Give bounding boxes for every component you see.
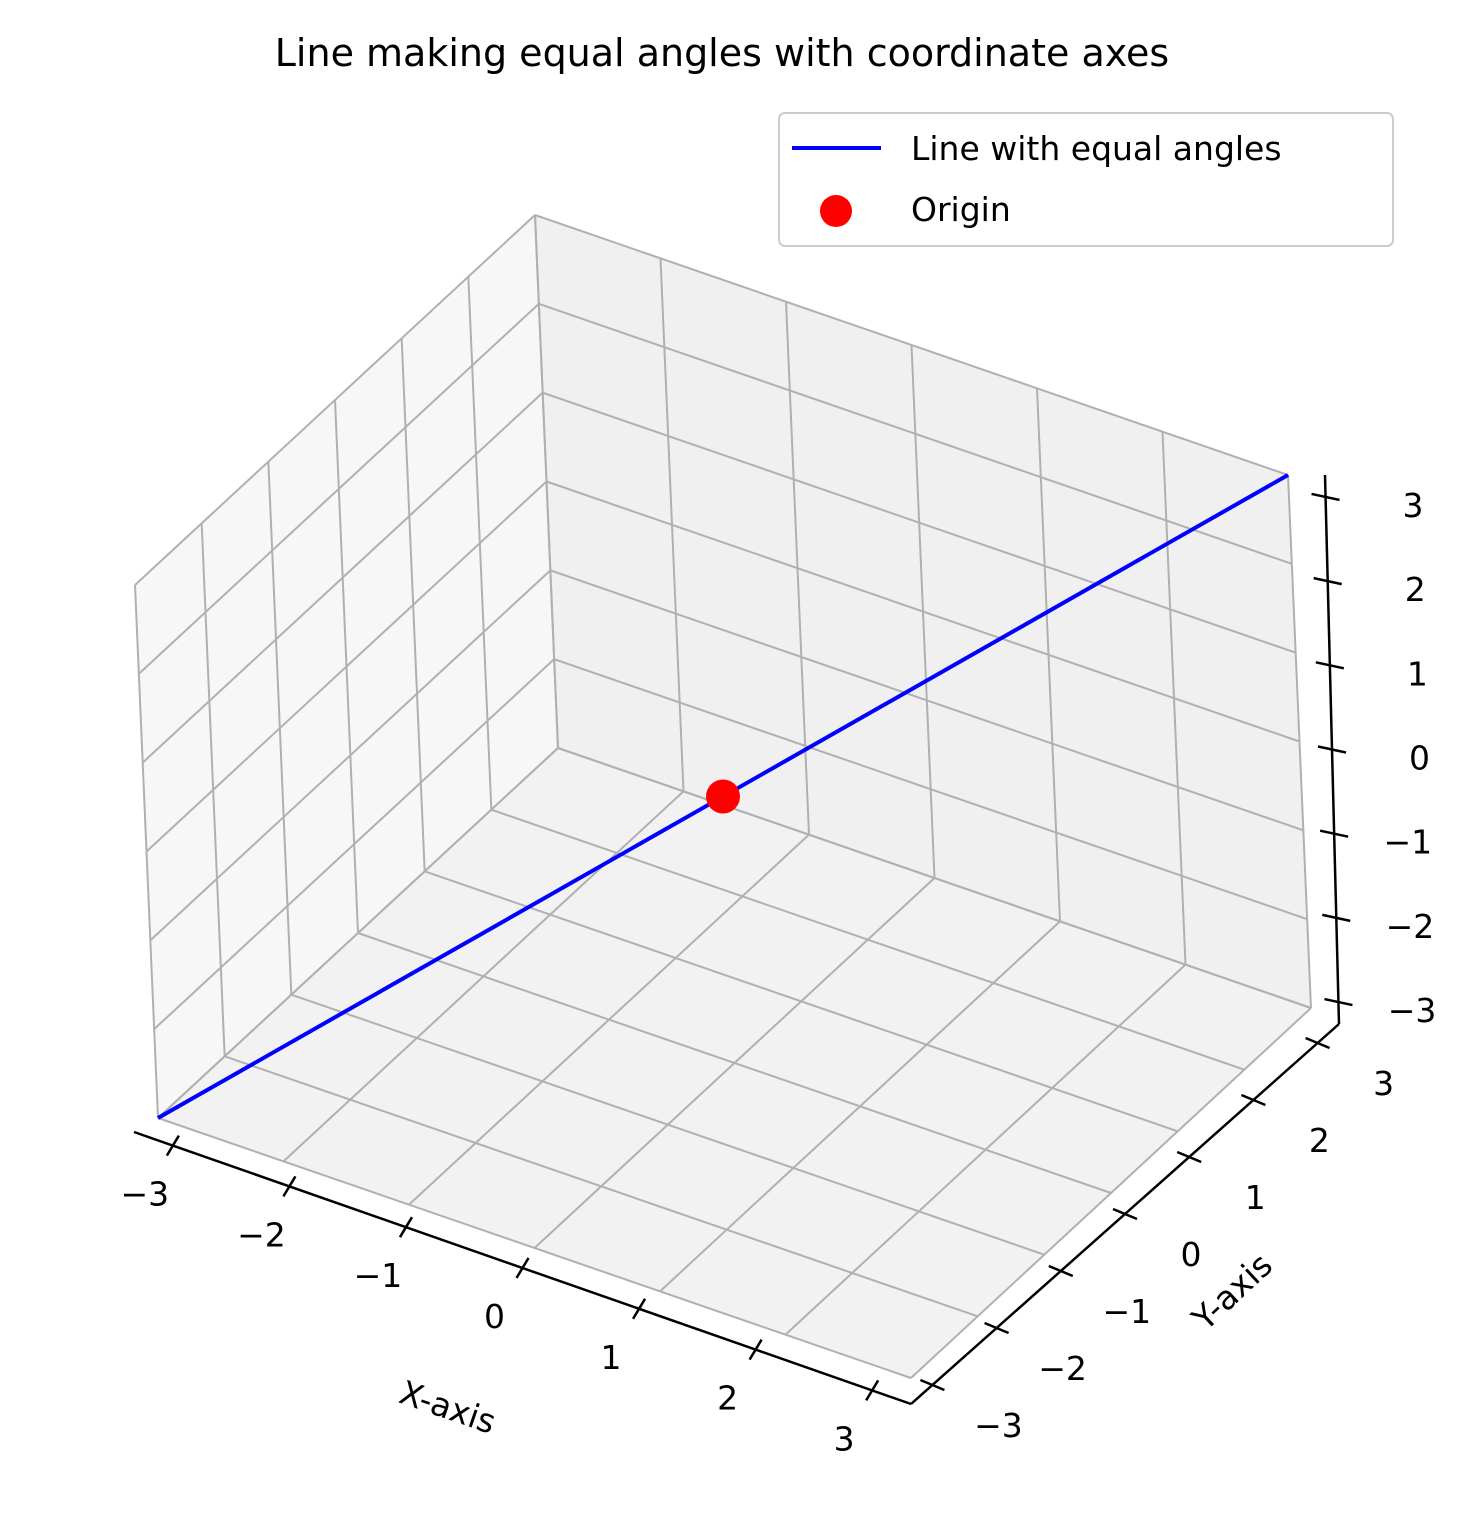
x-tick-label: −1 — [354, 1256, 403, 1295]
grid-line-y-floor — [224, 1055, 978, 1318]
z-tick-label: 0 — [1409, 739, 1430, 778]
legend-entry-line: Line with equal angles — [911, 129, 1282, 168]
grid-line-z-left — [153, 658, 555, 1030]
x-tick — [282, 1175, 297, 1198]
x-tick — [748, 1338, 763, 1361]
grid-line-z-left — [138, 303, 540, 675]
x-tick-label: 2 — [717, 1379, 738, 1418]
y-tick — [1240, 1093, 1266, 1107]
grid-line-z-back — [534, 214, 1289, 476]
grid-line-y-floor — [424, 870, 1178, 1133]
x-tick — [165, 1134, 180, 1157]
tick-marks — [165, 492, 1353, 1402]
grid-line-y-floor — [157, 1117, 912, 1379]
grid-line-z-back — [553, 658, 1308, 921]
x-tick-label: 3 — [834, 1419, 855, 1458]
y-tick-label: 2 — [1309, 1121, 1330, 1160]
y-tick — [1048, 1264, 1074, 1278]
grid-line-z-back — [542, 391, 1296, 654]
y-tick-label: 0 — [1181, 1235, 1202, 1274]
z-tick-label: −1 — [1383, 823, 1432, 862]
x-tick-label: 1 — [601, 1338, 622, 1377]
z-tick — [1315, 661, 1345, 670]
grid-line-y-floor — [491, 808, 1245, 1071]
z-tick-label: −3 — [1388, 991, 1437, 1030]
x-tick — [631, 1298, 647, 1320]
y-tick-label: 1 — [1245, 1178, 1266, 1217]
grid-line-z-left — [134, 214, 536, 586]
legend-entry-origin: Origin — [911, 190, 1011, 229]
x-tick-label: −3 — [121, 1175, 170, 1214]
x-axis-label: X-axis — [395, 1373, 501, 1442]
z-tick — [1324, 997, 1353, 1007]
grid-line-z-left — [157, 747, 559, 1119]
grid-line-z-left — [141, 391, 544, 764]
x-tick — [515, 1257, 530, 1279]
x-tick — [398, 1216, 414, 1238]
y-tick-label: −2 — [1038, 1349, 1087, 1388]
x-tick-label: −2 — [237, 1215, 286, 1254]
x-tick-label: 0 — [484, 1297, 505, 1336]
grid-line-z-back — [557, 747, 1312, 1009]
legend-frame — [778, 112, 1394, 247]
grid-line-z-back — [538, 302, 1293, 565]
grid-line-z-back — [550, 569, 1304, 832]
y-tick — [984, 1321, 1010, 1335]
y-tick-label: −1 — [1102, 1292, 1151, 1331]
grid-line-z-left — [145, 480, 548, 853]
y-tick — [1112, 1207, 1138, 1221]
z-tick — [1317, 745, 1347, 754]
z-tick — [1322, 913, 1351, 923]
grid-line-z-back — [546, 480, 1300, 743]
tick-labels: −3 −2 −1 0 1 2 3 −3 −2 −1 0 1 2 3 −3 −2 −1 0 1 2 3 — [121, 486, 1437, 1458]
z-tick — [1313, 576, 1342, 586]
z-tick-label: 2 — [1405, 570, 1426, 609]
z-tick — [1319, 829, 1349, 838]
legend: Line with equal angles Origin — [778, 112, 1394, 247]
origin-point — [706, 779, 740, 814]
z-tick — [1311, 492, 1340, 502]
chart-title: Line making equal angles with coordinate… — [275, 31, 1169, 75]
y-tick-label: −3 — [974, 1406, 1023, 1445]
grid-line-z-left — [149, 569, 552, 942]
x-tick — [865, 1379, 880, 1402]
y-tick — [1305, 1036, 1331, 1050]
y-tick — [919, 1378, 945, 1392]
grid-line-y-floor — [357, 932, 1112, 1194]
z-tick-label: −2 — [1386, 907, 1435, 946]
y-tick — [1176, 1150, 1202, 1164]
z-tick-label: 3 — [1403, 486, 1424, 525]
z-tick-label: 1 — [1407, 654, 1428, 693]
y-tick-label: 3 — [1373, 1064, 1394, 1103]
grid-line-y-floor — [291, 993, 1045, 1256]
legend-origin-swatch — [820, 195, 852, 227]
grid-lines — [134, 214, 1312, 1379]
data-series — [157, 473, 1289, 1120]
